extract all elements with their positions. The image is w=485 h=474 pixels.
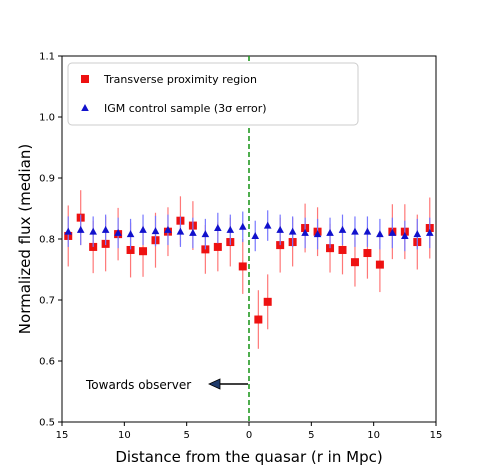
y-tick-label: 0.7	[39, 296, 55, 307]
data-point-triangle	[338, 225, 347, 233]
data-point-triangle	[263, 221, 272, 229]
legend-marker-square	[81, 75, 89, 83]
data-point-triangle	[251, 231, 260, 239]
data-point-square	[375, 260, 384, 269]
data-point-triangle	[76, 225, 85, 233]
legend-box	[67, 62, 359, 126]
data-point-triangle	[301, 228, 309, 236]
data-point-square	[126, 245, 135, 254]
legend-label-igm: IGM control sample (3σ error)	[104, 102, 267, 115]
y-tick-label: 1.0	[39, 113, 55, 124]
legend: Transverse proximity region IGM control …	[67, 62, 359, 126]
data-point-triangle	[64, 227, 73, 235]
data-point-triangle	[313, 230, 322, 238]
data-point-square	[213, 242, 222, 251]
x-tick-label: 5	[308, 430, 314, 441]
data-point-triangle	[276, 225, 284, 233]
data-point-triangle	[326, 228, 334, 236]
x-tick-label: 15	[56, 430, 69, 441]
data-point-triangle	[376, 230, 384, 238]
data-point-triangle	[363, 227, 372, 235]
data-point-triangle	[189, 228, 197, 236]
x-tick-label: 5	[183, 430, 189, 441]
data-point-triangle	[413, 230, 422, 238]
data-point-triangle	[164, 225, 172, 233]
legend-label-transverse: Transverse proximity region	[103, 73, 257, 86]
data-point-triangle	[201, 230, 210, 238]
x-tick-label: 10	[367, 430, 380, 441]
annotation-arrowhead	[208, 378, 221, 390]
data-point-triangle	[388, 228, 397, 236]
y-axis: 0.5 0.6 0.7 0.8 0.9 1.0 1.1	[39, 52, 62, 429]
data-point-triangle	[139, 225, 147, 233]
data-point-triangle	[288, 227, 297, 235]
x-tick-label: 0	[246, 430, 252, 441]
y-tick-label: 0.5	[39, 418, 55, 429]
data-point-triangle	[101, 225, 110, 233]
y-tick-label: 1.1	[39, 52, 55, 63]
data-point-triangle	[126, 230, 135, 238]
data-point-triangle	[151, 227, 160, 235]
data-point-square	[350, 258, 359, 267]
x-tick-label: 15	[430, 430, 443, 441]
y-axis-label: Normalized flux (median)	[16, 144, 34, 334]
x-axis-label: Distance from the quasar (r in Mpc)	[115, 448, 382, 466]
data-point-triangle	[114, 228, 122, 236]
data-point-square	[363, 249, 372, 258]
y-tick-label: 0.6	[39, 357, 55, 368]
data-point-triangle	[425, 228, 434, 236]
x-axis: 15 10 5 0 5 10 15	[56, 422, 443, 441]
data-point-triangle	[214, 224, 222, 232]
series-igm	[64, 210, 434, 252]
annotation-towards-observer: Towards observer	[85, 378, 191, 392]
data-point-triangle	[226, 225, 235, 233]
data-point-square	[338, 245, 347, 254]
x-tick-label: 10	[118, 430, 131, 441]
data-point-square	[139, 247, 148, 256]
annotation: Towards observer	[85, 378, 248, 392]
y-tick-label: 0.9	[39, 174, 55, 185]
data-point-square	[238, 262, 247, 271]
data-point-triangle	[401, 231, 409, 239]
data-point-triangle	[351, 227, 359, 235]
data-point-triangle	[238, 222, 247, 230]
data-point-square	[263, 297, 272, 306]
legend-marker-triangle	[81, 104, 89, 111]
y-tick-label: 0.8	[39, 235, 55, 246]
data-point-triangle	[89, 227, 97, 235]
data-point-triangle	[176, 227, 185, 235]
data-point-square	[254, 315, 263, 324]
